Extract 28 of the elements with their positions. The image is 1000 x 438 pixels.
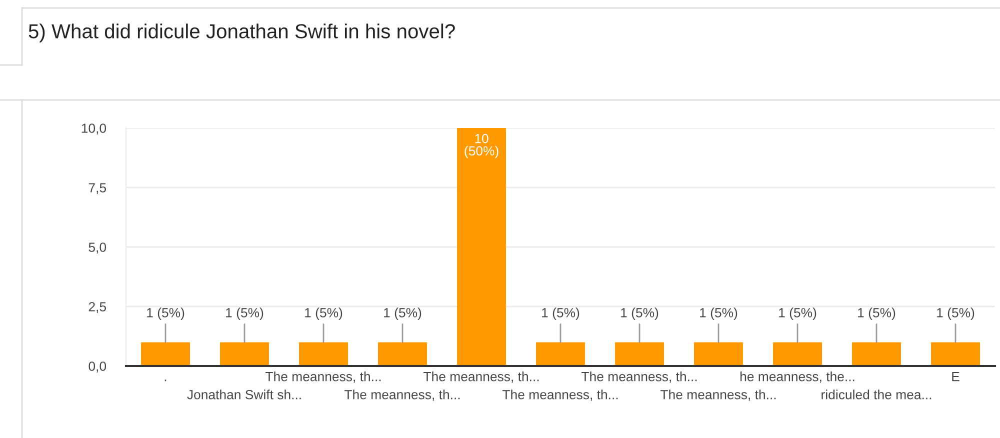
chart-title: 5) What did ridicule Jonathan Swift in his novel?: [28, 24, 455, 42]
y-tick-label: 0,0: [88, 362, 106, 372]
data-label: 1 (5%): [858, 308, 896, 320]
data-label: 1 (5%): [621, 308, 658, 320]
x-tick-label: Jonathan Swift sh...: [187, 390, 301, 400]
data-label: 1 (5%): [700, 308, 738, 320]
data-label: 1 (5%): [305, 308, 342, 320]
x-tick-label: ridiculed the mea...: [822, 390, 932, 400]
x-tick-label: The meanness, th...: [265, 372, 381, 383]
data-label: 1 (5%): [779, 308, 816, 320]
y-tick-label: 2,5: [88, 302, 106, 313]
x-tick-label: The meanness, th...: [660, 390, 776, 401]
x-tick-label: The meanness, th...: [502, 390, 618, 401]
x-tick-label: The meanness, th...: [423, 372, 539, 383]
x-tick-label: .: [164, 380, 166, 382]
data-label: 10 (50%): [464, 134, 498, 158]
y-tick-label: 10,0: [82, 124, 106, 134]
x-tick-label: E: [952, 372, 960, 382]
x-tick-label: The meanness, th...: [344, 390, 460, 401]
data-label: 1 (5%): [542, 308, 580, 320]
x-tick-label: he meanness, the...: [740, 372, 854, 383]
data-label: 1 (5%): [937, 308, 974, 320]
x-tick-label: The meanness, th...: [581, 372, 697, 383]
y-tick-label: 5,0: [88, 242, 106, 254]
data-label: 1 (5%): [384, 308, 422, 320]
data-label: 1 (5%): [226, 308, 264, 320]
y-tick-label: 7,5: [88, 183, 106, 194]
data-label: 1 (5%): [147, 308, 184, 320]
